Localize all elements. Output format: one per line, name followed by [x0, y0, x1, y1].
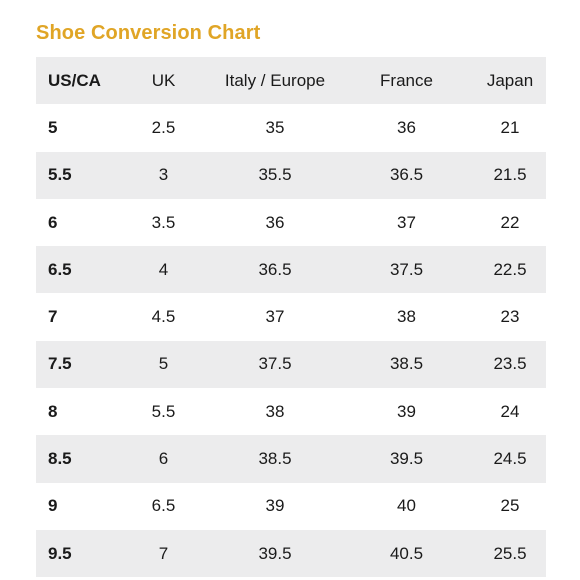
table-header-row: US/CA UK Italy / Europe France Japan: [36, 57, 546, 105]
table-row: 6.5 4 36.5 37.5 22.5: [36, 246, 546, 294]
cell-uk: 3.5: [151, 212, 176, 232]
cell-japan: 23: [500, 307, 520, 327]
cell-us-ca: 7.5: [48, 354, 72, 374]
cell-italy-europe: 39: [265, 496, 285, 516]
cell-us-ca: 7: [48, 307, 58, 327]
table-row: 9.5 7 39.5 40.5 25.5: [36, 529, 546, 578]
cell-italy-europe: 37: [265, 307, 285, 327]
table-row: 9 6.5 39 40 25: [36, 483, 546, 530]
cell-italy-europe: 36: [265, 212, 285, 232]
cell-italy-europe: 39.5: [258, 543, 292, 563]
cell-italy-europe: 38.5: [258, 449, 292, 469]
cell-france: 39: [397, 401, 416, 421]
cell-uk: 7: [158, 543, 169, 563]
header-france: France: [380, 70, 433, 90]
cell-uk: 5: [158, 354, 169, 374]
table-row: 8.5 6 38.5 39.5 24.5: [36, 435, 546, 483]
table-row: 7 4.5 37 38 23: [36, 293, 546, 340]
cell-france: 40: [397, 496, 416, 516]
chart-title: Shoe Conversion Chart: [36, 22, 261, 44]
cell-france: 36.5: [389, 165, 424, 185]
table-row: 7.5 5 37.5 38.5 23.5: [36, 340, 546, 389]
cell-us-ca: 5: [48, 117, 58, 137]
cell-japan: 25: [500, 496, 520, 516]
cell-france: 37: [397, 212, 416, 232]
table-row: 6 3.5 36 37 22: [36, 199, 546, 246]
cell-uk: 4.5: [151, 307, 176, 327]
cell-france: 40.5: [389, 543, 424, 563]
header-us-ca: US/CA: [48, 70, 101, 90]
cell-japan: 21.5: [493, 165, 527, 185]
cell-japan: 23.5: [493, 354, 527, 374]
cell-france: 36: [397, 117, 416, 137]
cell-italy-europe: 38: [265, 401, 285, 421]
cell-uk: 6.5: [151, 496, 176, 516]
table-row: 8 5.5 38 39 24: [36, 388, 546, 435]
conversion-table: US/CA UK Italy / Europe France Japan 5 2…: [36, 57, 546, 578]
cell-japan: 21: [500, 117, 520, 137]
cell-us-ca: 6: [48, 212, 58, 232]
header-japan: Japan: [486, 70, 534, 90]
cell-france: 37.5: [389, 259, 424, 279]
cell-france: 38.5: [389, 354, 424, 374]
cell-uk: 4: [158, 259, 169, 279]
cell-france: 39.5: [389, 449, 424, 469]
header-italy-europe: Italy / Europe: [224, 70, 326, 90]
cell-uk: 6: [158, 449, 169, 469]
cell-italy-europe: 36.5: [258, 259, 292, 279]
cell-japan: 25.5: [493, 543, 527, 563]
cell-japan: 22: [500, 212, 520, 232]
cell-france: 38: [397, 307, 416, 327]
cell-japan: 24.5: [493, 449, 527, 469]
cell-uk: 3: [158, 165, 169, 185]
cell-italy-europe: 37.5: [258, 354, 292, 374]
cell-japan: 24: [500, 401, 520, 421]
cell-uk: 2.5: [151, 117, 176, 137]
cell-us-ca: 6.5: [48, 259, 72, 279]
cell-us-ca: 9.5: [48, 543, 72, 563]
cell-italy-europe: 35.5: [258, 165, 292, 185]
table-row: 5.5 3 35.5 36.5 21.5: [36, 151, 546, 199]
cell-us-ca: 9: [48, 496, 58, 516]
header-uk: UK: [151, 70, 176, 90]
table-row: 5 2.5 35 36 21: [36, 104, 546, 151]
cell-uk: 5.5: [151, 401, 176, 421]
cell-us-ca: 5.5: [48, 165, 72, 185]
cell-us-ca: 8: [48, 401, 58, 421]
cell-us-ca: 8.5: [48, 449, 72, 469]
cell-japan: 22.5: [493, 259, 527, 279]
cell-italy-europe: 35: [265, 117, 285, 137]
